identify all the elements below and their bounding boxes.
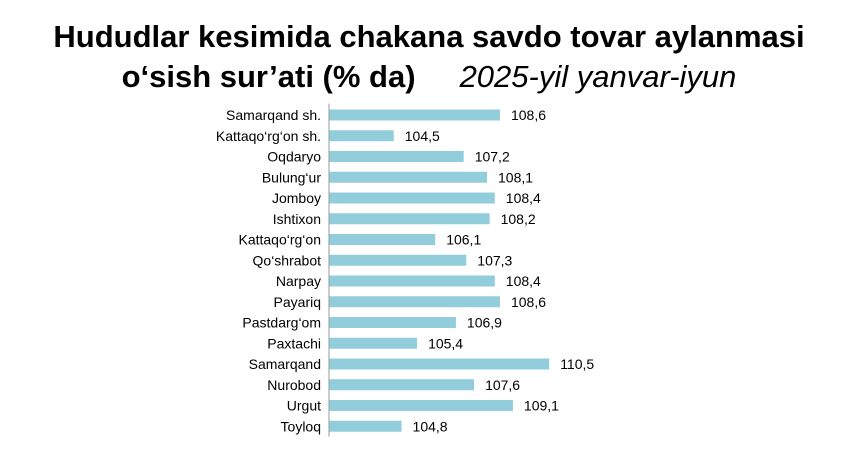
data-label: 106,1 xyxy=(446,232,481,248)
data-label: 107,6 xyxy=(485,377,520,393)
category-label: Jomboy xyxy=(272,190,321,206)
category-label: Nurobod xyxy=(267,377,321,393)
chart-subtitle: 2025-yil yanvar-iyun xyxy=(459,59,737,94)
category-label: Bulung‘ur xyxy=(262,169,321,185)
data-label: 108,1 xyxy=(498,169,533,185)
category-label: Pastdarg‘om xyxy=(242,315,321,331)
data-label: 104,8 xyxy=(413,418,448,434)
bar xyxy=(329,337,418,349)
category-label: Narpay xyxy=(276,273,321,289)
category-label: Ishtixon xyxy=(273,211,321,227)
data-label: 108,2 xyxy=(501,211,536,227)
bar xyxy=(329,213,490,225)
bar xyxy=(329,192,495,204)
data-label: 107,3 xyxy=(477,252,512,268)
bar xyxy=(329,130,394,142)
data-label: 110,5 xyxy=(560,356,594,372)
category-label: Payariq xyxy=(274,294,321,310)
bar xyxy=(329,400,513,411)
bars-group: Samarqand sh. 108,6 Kattaqo‘rg‘on sh. 104,5… xyxy=(216,107,594,434)
bar xyxy=(329,379,475,391)
category-label: Qo‘shrabot xyxy=(253,252,322,268)
chart-title-text: o‘sish sur’ati (% da) xyxy=(121,59,416,94)
category-label: Oqdaryo xyxy=(267,149,321,165)
chart-title-line-1: Hududlar kesimida chakana savdo tovar ay… xyxy=(53,19,805,54)
bar xyxy=(329,151,464,162)
data-label: 107,2 xyxy=(475,149,510,165)
data-label: 108,6 xyxy=(511,107,546,123)
category-label: Toyloq xyxy=(281,418,321,434)
bar xyxy=(329,275,495,287)
bar xyxy=(329,171,488,183)
data-label: 106,9 xyxy=(467,315,502,331)
data-label: 108,4 xyxy=(506,273,541,289)
data-label: 105,4 xyxy=(428,335,463,351)
category-label: Kattaqo‘rg‘on sh. xyxy=(216,128,321,144)
bar xyxy=(329,420,402,432)
category-label: Paxtachi xyxy=(267,335,321,351)
category-label: Urgut xyxy=(287,398,321,414)
data-label: 104,5 xyxy=(405,128,440,144)
category-label: Kattaqo‘rg‘on xyxy=(238,232,321,248)
chart-title-line-2: o‘sish sur’ati (% da) 2025-yil yanvar-iyu… xyxy=(0,61,858,92)
data-label: 108,6 xyxy=(511,294,546,310)
bar xyxy=(329,317,456,328)
category-label: Samarqand sh. xyxy=(226,107,321,123)
bar xyxy=(329,254,467,266)
bar xyxy=(329,358,550,370)
bar xyxy=(329,296,500,308)
data-label: 108,4 xyxy=(506,190,541,206)
bar xyxy=(329,234,436,245)
bar xyxy=(329,109,500,121)
category-label: Samarqand xyxy=(249,356,321,372)
data-label: 109,1 xyxy=(524,398,559,414)
